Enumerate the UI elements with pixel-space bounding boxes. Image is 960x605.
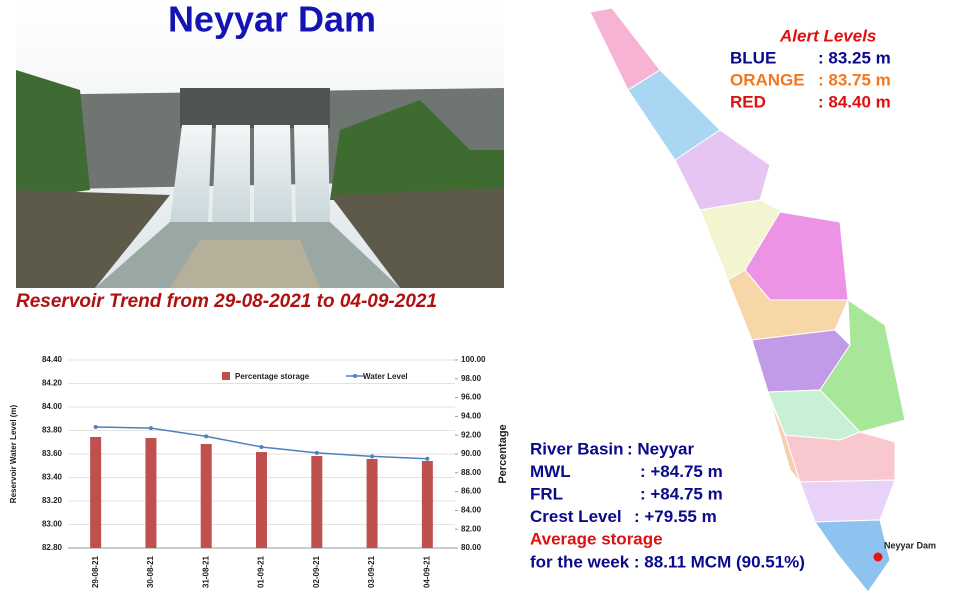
detail-label: MWL [530, 462, 571, 481]
detail-label: FRL [530, 484, 563, 503]
kerala-map [589, 7, 906, 593]
y2-axis-title: Percentage [497, 424, 509, 483]
line-marker [370, 454, 375, 459]
x-tick-label: 29-08-21 [91, 555, 100, 588]
bar [421, 460, 433, 548]
x-tick-label: 01-09-21 [257, 555, 266, 588]
x-tick-label: 30-08-21 [146, 555, 155, 588]
y2-tick-label: 90.00 [461, 449, 482, 458]
title: Neyyar Dam [168, 0, 376, 40]
y-tick-label: 84.00 [42, 402, 63, 411]
bar [256, 452, 267, 548]
line-marker [204, 434, 209, 439]
alert-value: : 83.25 m [818, 48, 891, 67]
legend-swatch [222, 372, 230, 380]
detail-value: : +79.55 m [634, 507, 717, 526]
line-marker [259, 444, 264, 449]
detail-value: : Neyyar [627, 439, 694, 458]
alert-label: RED [730, 92, 766, 111]
legend-label: Percentage storage [235, 372, 310, 381]
y-tick-label: 82.80 [42, 543, 63, 552]
y-tick-label: 83.40 [42, 473, 63, 482]
alert-heading: Alert Levels [779, 26, 876, 45]
storage-label: Average storage [530, 529, 663, 548]
y-tick-label: 83.00 [42, 520, 63, 529]
alert-value: : 84.40 m [818, 92, 891, 111]
y2-tick-label: 88.00 [461, 468, 482, 477]
legend-label: Water Level [363, 372, 408, 381]
dam-photo [16, 0, 504, 288]
y-tick-label: 84.20 [42, 379, 63, 388]
storage-value: for the week : 88.11 MCM (90.51%) [530, 552, 805, 571]
y2-tick-label: 100.00 [461, 355, 486, 364]
line-marker [93, 424, 98, 429]
subtitle: Reservoir Trend from 29-08-2021 to 04-09… [16, 291, 437, 312]
y2-tick-label: 96.00 [461, 393, 482, 402]
y2-tick-label: 80.00 [461, 543, 482, 552]
bar [90, 436, 102, 548]
bar [366, 458, 378, 548]
alert-label: BLUE [730, 48, 776, 67]
y2-tick-label: 92.00 [461, 430, 482, 439]
x-tick-label: 02-09-21 [312, 555, 321, 588]
chart: 82.80 83.00 83.20 83.40 83.60 83.80 84.00 84.20… [9, 355, 509, 588]
x-tick-label: 31-08-21 [201, 555, 210, 588]
detail-value: : +84.75 m [640, 462, 723, 481]
legend-swatch [353, 374, 357, 378]
line-marker [314, 450, 319, 455]
alert-value: : 83.75 m [818, 70, 891, 89]
x-tick-label: 03-09-21 [367, 555, 376, 588]
y-tick-label: 83.20 [42, 496, 63, 505]
y2-tick-label: 98.00 [461, 374, 482, 383]
detail-label: River Basin [530, 439, 624, 458]
line-marker [425, 456, 430, 461]
y2-tick-label: 86.00 [461, 487, 482, 496]
map-label: Neyyar Dam [884, 540, 936, 550]
bar [311, 455, 323, 548]
y-tick-label: 83.60 [42, 449, 63, 458]
bar [145, 438, 157, 548]
detail-label: Crest Level [530, 507, 622, 526]
y-axis-title: Reservoir Water Level (m) [9, 404, 18, 503]
y2-tick-label: 94.00 [461, 412, 482, 421]
y-tick-label: 84.40 [42, 355, 63, 364]
bar [200, 444, 212, 548]
y2-tick-label: 82.00 [461, 524, 482, 533]
detail-value: : +84.75 m [640, 484, 723, 503]
y2-tick-label: 84.00 [461, 506, 482, 515]
x-tick-label: 04-09-21 [422, 555, 431, 588]
y-tick-label: 83.80 [42, 426, 63, 435]
alert-label: ORANGE [730, 70, 805, 89]
line-marker [148, 426, 153, 431]
